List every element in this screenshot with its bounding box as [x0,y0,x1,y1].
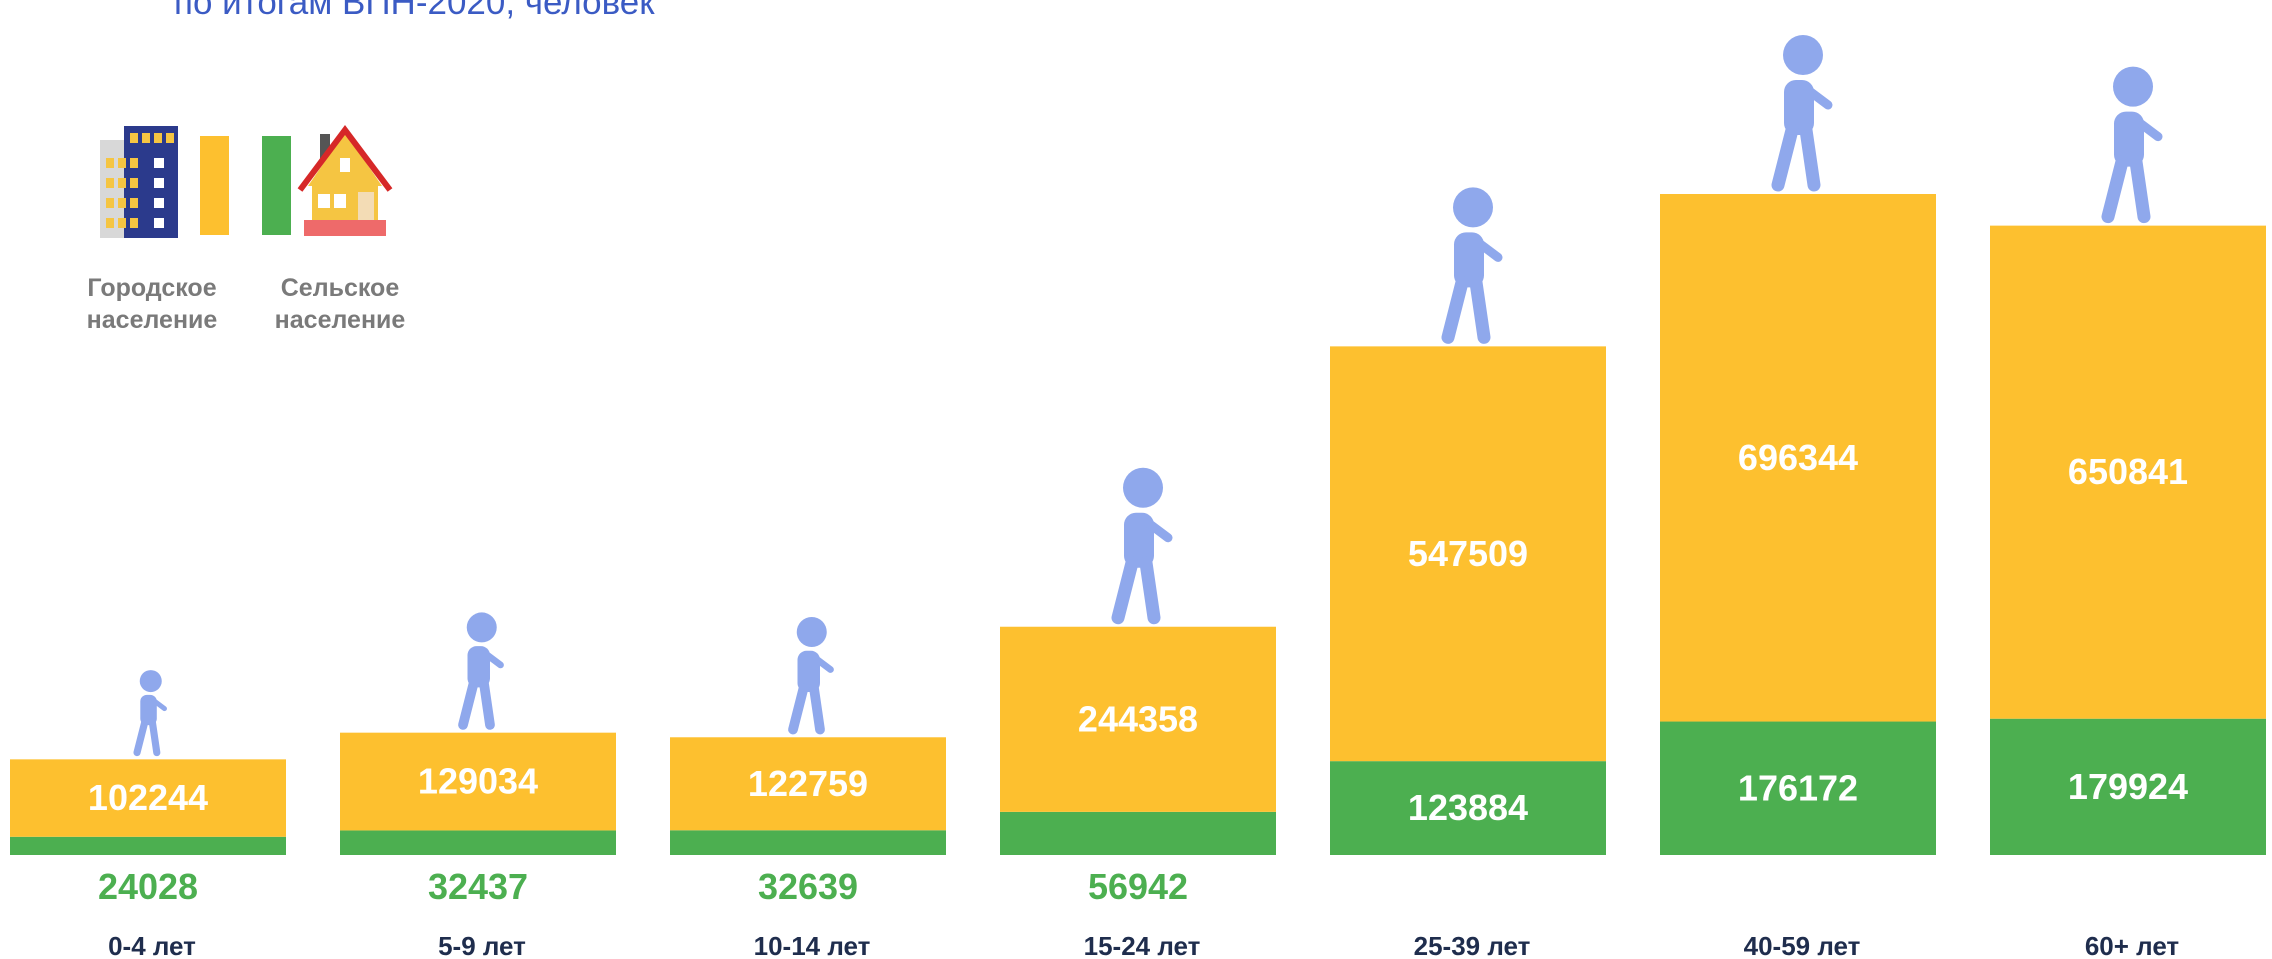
bar-segment [670,737,946,831]
x-tick-label: 10-14 лет [754,931,871,959]
person-icon [1441,187,1503,344]
x-tick-label: 0-4 лет [108,931,196,959]
value-label: 176172 [1738,767,1858,808]
building-icon [100,126,178,238]
value-label: 179924 [2068,766,2188,807]
value-label: 244358 [1078,698,1198,739]
value-label: 56942 [1088,866,1188,907]
bar-segment [10,759,286,837]
bar-segment [1990,225,2266,719]
legend-swatch [200,136,229,235]
x-tick-label: 40-59 лет [1744,931,1861,959]
value-label: 696344 [1738,437,1858,478]
x-tick-label: 5-9 лет [438,931,526,959]
bar-segment [1660,721,1936,855]
bar-segment [1660,194,1936,722]
legend-label: Городское население [86,274,218,334]
person-icon [133,670,167,757]
bar-segment [340,732,616,831]
x-tick-label: 25-39 лет [1414,931,1531,959]
value-label: 32639 [758,866,858,907]
bar-segment [670,830,946,855]
x-tick-label: 60+ лет [2085,931,2180,959]
bar-segment [340,830,616,855]
value-label: 547509 [1408,533,1528,574]
legend-label: Сельское население [274,274,406,334]
value-label: 123884 [1408,787,1528,828]
person-icon [2101,66,2163,224]
bar-segment [1000,811,1276,855]
bar-segment [1000,626,1276,812]
bar-segment [1330,761,1606,855]
bar-segment [1990,718,2266,855]
person-icon [458,612,504,730]
bar-segment [1330,346,1606,762]
bar-segment [10,836,286,855]
value-label: 650841 [2068,451,2188,492]
person-icon [1111,467,1173,625]
value-label: 24028 [98,866,198,907]
value-label: 32437 [428,866,528,907]
x-tick-label: 15-24 лет [1084,931,1201,959]
person-icon [788,617,834,735]
chart-subtitle: по итогам ВПН-2020, человек [174,0,655,22]
value-label: 129034 [418,761,538,802]
legend-swatch [262,136,291,235]
value-label: 102244 [88,777,208,818]
value-label: 122759 [748,763,868,804]
person-icon [1771,35,1833,192]
house-icon [297,125,393,236]
